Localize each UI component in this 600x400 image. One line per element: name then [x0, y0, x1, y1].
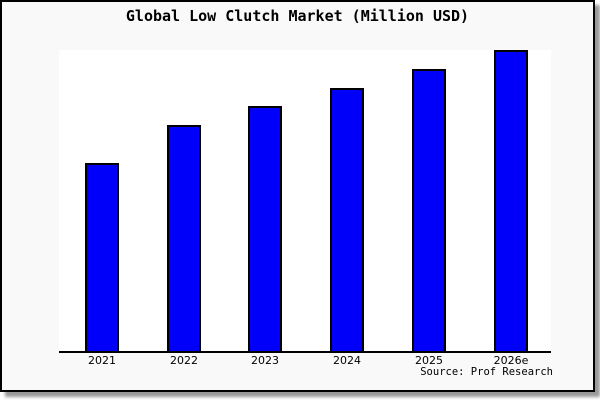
x-tick-label-2023: 2023 [251, 354, 279, 367]
bar-2022 [167, 125, 201, 351]
bar-2021 [85, 163, 119, 351]
x-tick-label-2025: 2025 [415, 354, 443, 367]
chart-figure: Global Low Clutch Market (Million USD) 2… [0, 0, 595, 392]
plot-area [59, 50, 551, 353]
x-tick-label-2022: 2022 [170, 354, 198, 367]
source-note: Source: Prof Research [420, 366, 553, 378]
bar-2023 [248, 106, 282, 351]
x-axis-labels: 2021 2022 2023 2024 2025 2026e [59, 354, 551, 370]
bar-2024 [330, 88, 364, 351]
x-tick-label-2024: 2024 [333, 354, 361, 367]
x-tick-label-2021: 2021 [88, 354, 116, 367]
bar-2025 [412, 69, 446, 351]
chart-title: Global Low Clutch Market (Million USD) [125, 7, 470, 25]
x-tick-label-2026e: 2026e [493, 354, 529, 367]
bar-2026e [494, 50, 528, 351]
